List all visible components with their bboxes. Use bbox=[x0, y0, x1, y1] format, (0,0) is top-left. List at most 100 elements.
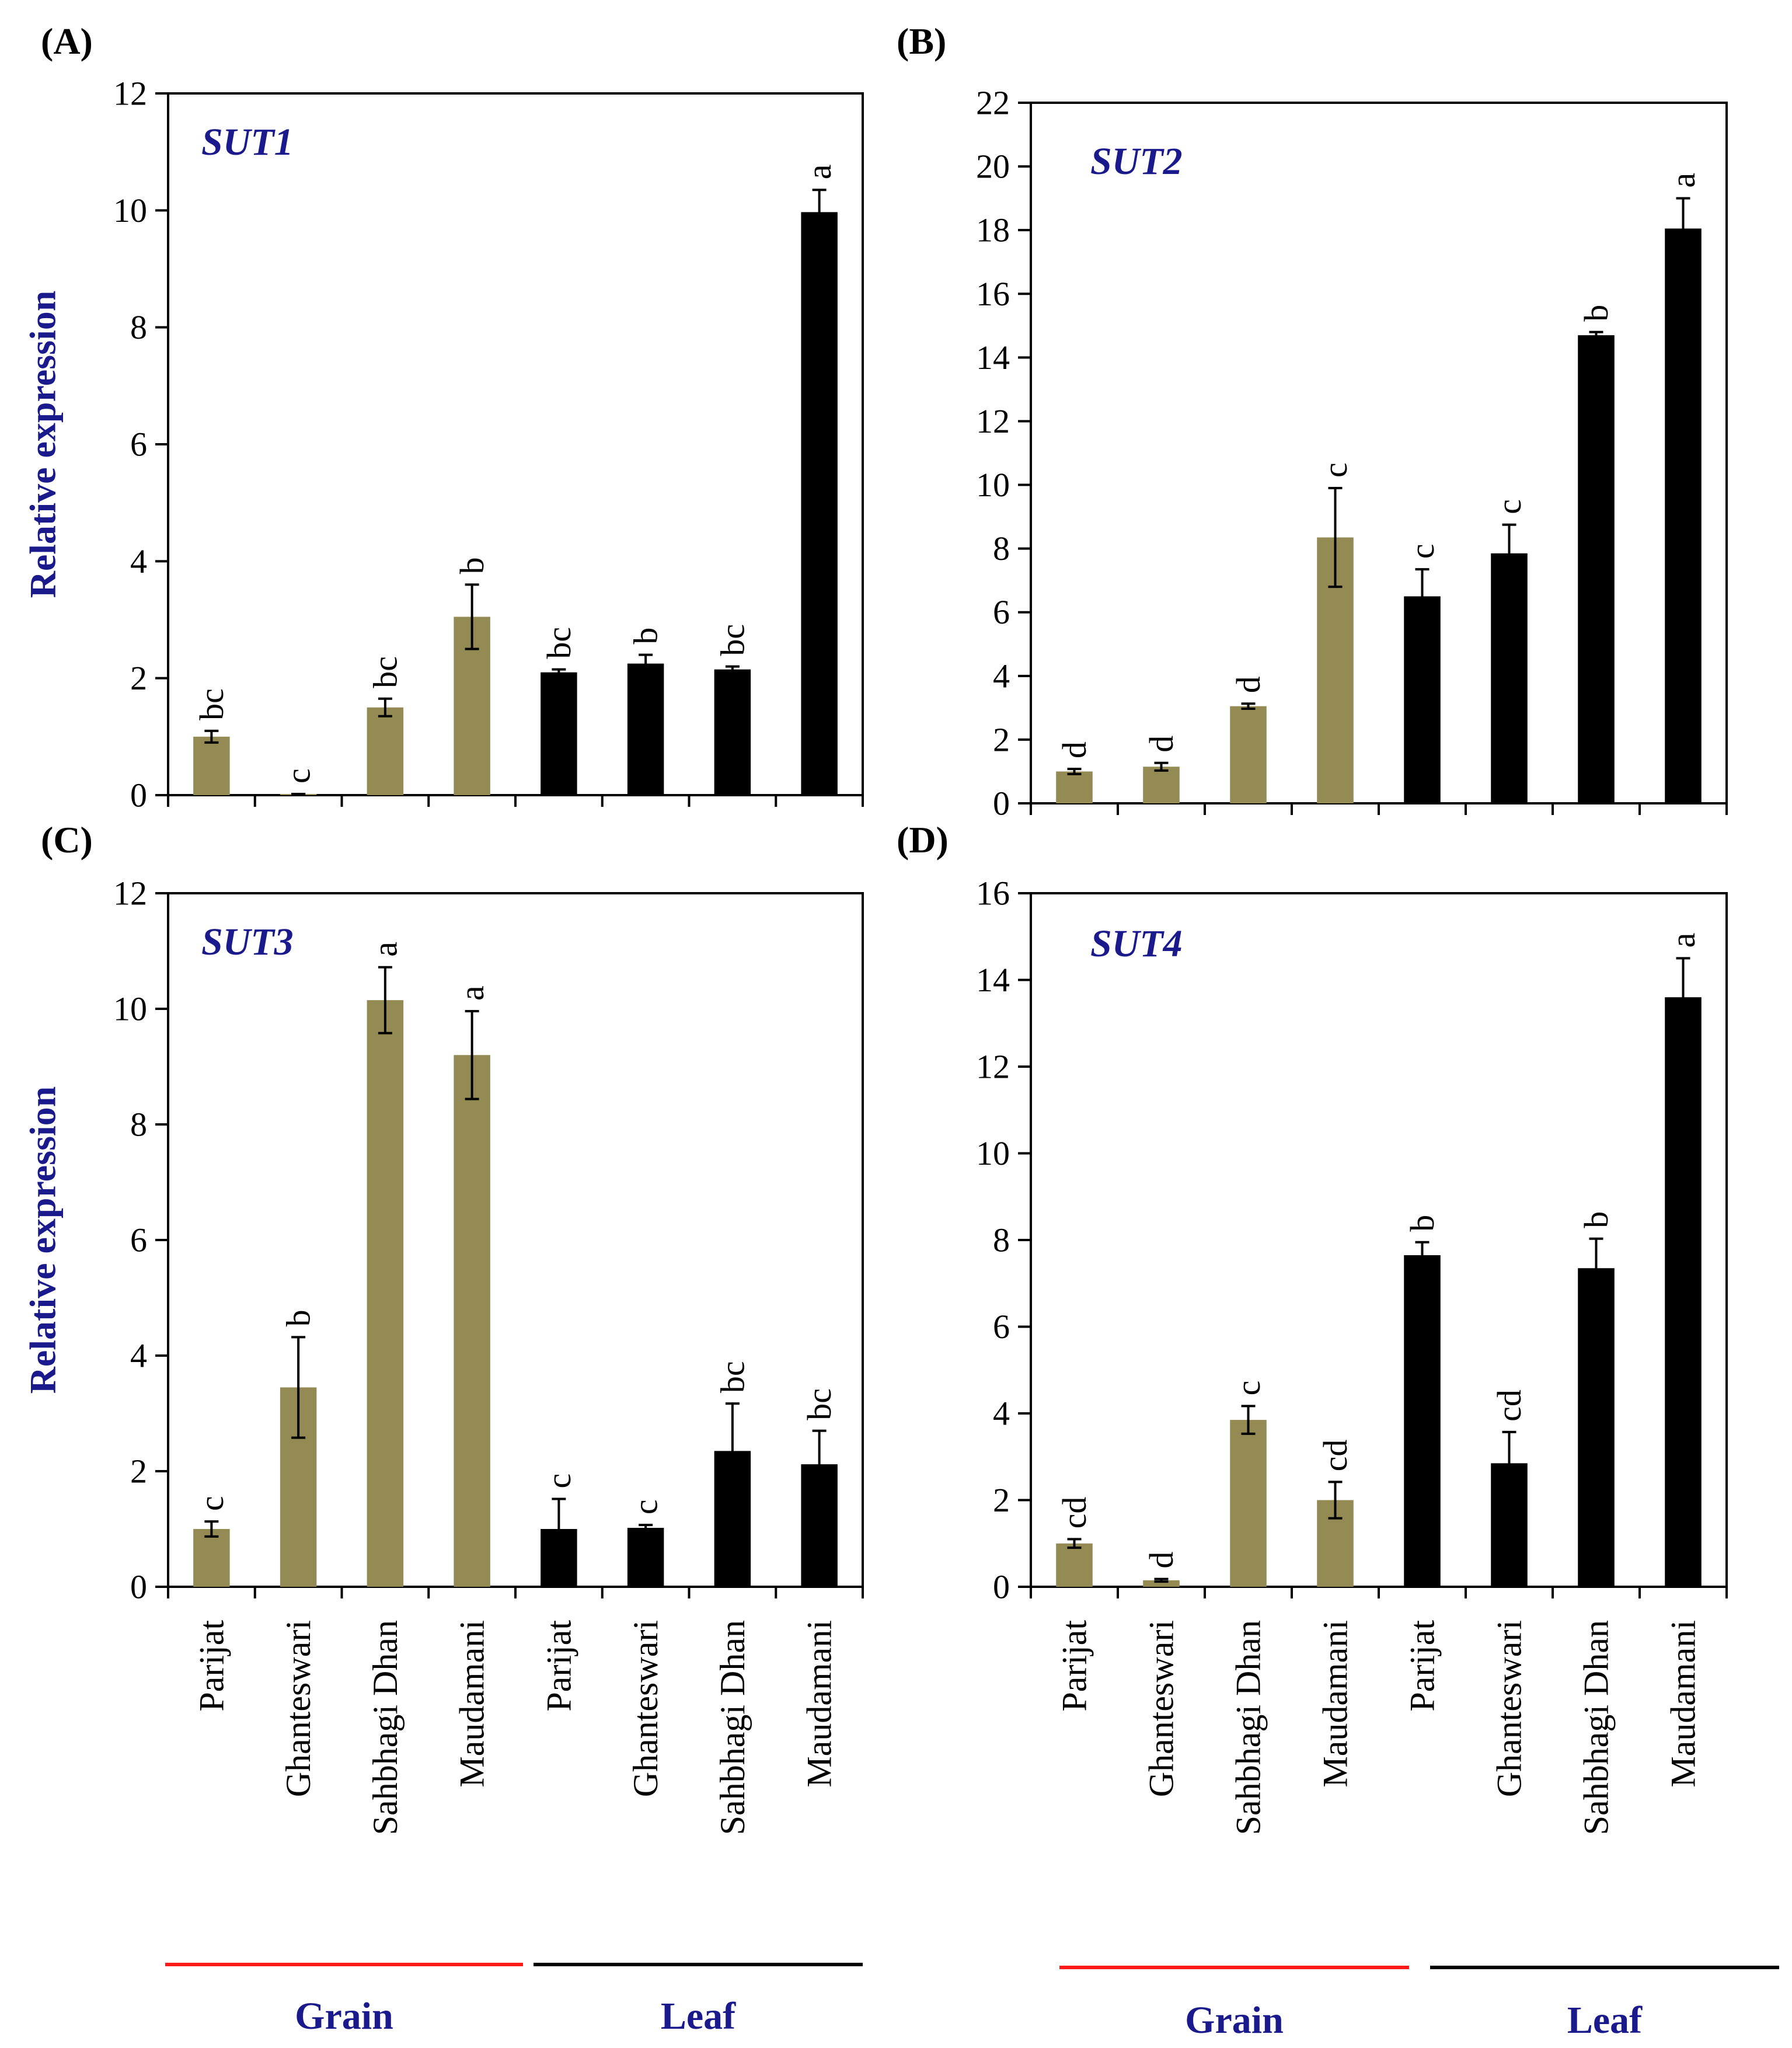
bar bbox=[541, 672, 577, 795]
y-tick-label: 2 bbox=[130, 659, 147, 697]
category-label: Maudamani bbox=[800, 1620, 839, 1788]
bar bbox=[367, 1000, 404, 1587]
y-tick-label: 10 bbox=[113, 191, 147, 229]
y-tick-label: 0 bbox=[993, 1568, 1010, 1606]
significance-label: b bbox=[1577, 1211, 1615, 1228]
bar bbox=[1491, 553, 1528, 803]
significance-label: c bbox=[1316, 462, 1354, 478]
category-label: Sahbhagi Dhan bbox=[1229, 1620, 1268, 1835]
panel-label: (A) bbox=[41, 20, 93, 62]
panel-label: (D) bbox=[897, 819, 949, 861]
grain-group-label: Grain bbox=[295, 1995, 393, 2037]
bar bbox=[627, 1528, 664, 1587]
bar bbox=[454, 1055, 490, 1587]
y-tick-label: 12 bbox=[976, 402, 1010, 440]
significance-label: a bbox=[800, 165, 838, 180]
y-tick-label: 16 bbox=[976, 875, 1010, 912]
significance-label: bc bbox=[193, 688, 231, 720]
category-label: Parijat bbox=[1403, 1620, 1442, 1712]
significance-label: c bbox=[280, 768, 318, 783]
significance-label: bc bbox=[800, 1388, 838, 1420]
y-tick-label: 4 bbox=[993, 657, 1010, 695]
leaf-group-label: Leaf bbox=[1567, 1999, 1643, 2042]
y-tick-label: 0 bbox=[130, 776, 147, 814]
bar bbox=[193, 1529, 230, 1587]
category-label: Sahbhagi Dhan bbox=[713, 1620, 752, 1835]
category-label: Maudamani bbox=[1664, 1620, 1703, 1788]
significance-label: d bbox=[1142, 1552, 1180, 1569]
y-axis-label: Relative expression bbox=[22, 291, 64, 598]
grain-group-label: Grain bbox=[1185, 1999, 1284, 2042]
y-tick-label: 8 bbox=[130, 1106, 147, 1144]
bar bbox=[1056, 771, 1093, 803]
significance-label: bc bbox=[366, 656, 404, 688]
category-label: Sahbhagi Dhan bbox=[1577, 1620, 1616, 1835]
significance-label: b bbox=[453, 557, 491, 574]
y-tick-label: 0 bbox=[130, 1568, 147, 1606]
y-tick-label: 10 bbox=[976, 466, 1010, 504]
plot-frame bbox=[167, 92, 864, 796]
bar bbox=[1230, 1420, 1267, 1587]
category-label: Parijat bbox=[1055, 1620, 1094, 1712]
y-tick-label: 4 bbox=[993, 1395, 1010, 1433]
bar bbox=[1578, 1268, 1615, 1587]
significance-label: b bbox=[1577, 305, 1615, 322]
significance-label: cd bbox=[1055, 1497, 1093, 1529]
plot-frame bbox=[1030, 102, 1728, 804]
significance-label: bc bbox=[540, 627, 578, 659]
category-label: Maudamani bbox=[1316, 1620, 1355, 1788]
bar bbox=[801, 212, 838, 795]
y-tick-label: 12 bbox=[113, 75, 147, 113]
significance-label: a bbox=[366, 942, 404, 957]
significance-label: a bbox=[453, 985, 491, 1001]
y-tick-label: 12 bbox=[113, 875, 147, 912]
panel-label: (B) bbox=[897, 20, 946, 62]
y-tick-label: 2 bbox=[993, 1481, 1010, 1519]
significance-label: bc bbox=[713, 1361, 751, 1393]
y-tick-label: 14 bbox=[976, 339, 1010, 377]
panel-b: (B) SUT2 0 2 4 6 8 10 12 14 16 18 20 22 d d d c c c b a bbox=[897, 20, 1728, 823]
bar bbox=[1404, 1255, 1441, 1587]
category-label: Parijat bbox=[192, 1620, 231, 1712]
y-tick-label: 22 bbox=[976, 84, 1010, 122]
y-tick-label: 6 bbox=[993, 593, 1010, 631]
y-tick-label: 6 bbox=[993, 1308, 1010, 1346]
y-tick-label: 8 bbox=[993, 1221, 1010, 1259]
bar bbox=[627, 663, 664, 795]
category-label: Ghanteswari bbox=[1490, 1620, 1529, 1797]
gene-label: SUT2 bbox=[1090, 140, 1183, 183]
category-label: Ghanteswari bbox=[279, 1620, 318, 1797]
panel-d: (D) SUT4 0 2 4 6 8 10 12 14 16 cd d c cd b cd b a bbox=[897, 819, 1728, 1606]
significance-label: c bbox=[1229, 1381, 1267, 1396]
gene-label: SUT4 bbox=[1090, 922, 1183, 965]
bar bbox=[1404, 596, 1441, 803]
significance-label: d bbox=[1229, 676, 1267, 693]
panel-label: (C) bbox=[41, 819, 93, 861]
panel-a: (A) SUT1 Relative expression 0 2 4 6 8 10 12 bc c bc… bbox=[22, 20, 864, 814]
y-tick-label: 16 bbox=[976, 275, 1010, 313]
bar bbox=[1578, 335, 1615, 803]
y-tick-label: 8 bbox=[993, 530, 1010, 567]
y-tick-label: 6 bbox=[130, 426, 147, 464]
bar bbox=[1665, 228, 1702, 803]
significance-label: c bbox=[1403, 544, 1441, 559]
y-tick-label: 4 bbox=[130, 542, 147, 580]
category-label: Ghanteswari bbox=[1142, 1620, 1181, 1797]
leaf-group-label: Leaf bbox=[661, 1995, 736, 2037]
y-tick-label: 8 bbox=[130, 308, 147, 346]
y-tick-label: 2 bbox=[993, 720, 1010, 758]
significance-label: d bbox=[1055, 741, 1093, 758]
bar bbox=[1056, 1543, 1093, 1587]
bar bbox=[367, 707, 404, 795]
y-tick-label: 0 bbox=[993, 785, 1010, 823]
bar bbox=[714, 669, 751, 795]
y-axis-label: Relative expression bbox=[22, 1086, 64, 1394]
significance-label: cd bbox=[1316, 1440, 1354, 1472]
y-tick-label: 20 bbox=[976, 148, 1010, 186]
significance-label: c bbox=[1490, 499, 1528, 514]
significance-label: c bbox=[540, 1474, 578, 1489]
y-tick-label: 12 bbox=[976, 1048, 1010, 1086]
panel-c: (C) SUT3 Relative expression 0 2 4 6 8 10 12 c b a a c… bbox=[22, 819, 864, 1606]
gene-label: SUT3 bbox=[201, 921, 294, 963]
